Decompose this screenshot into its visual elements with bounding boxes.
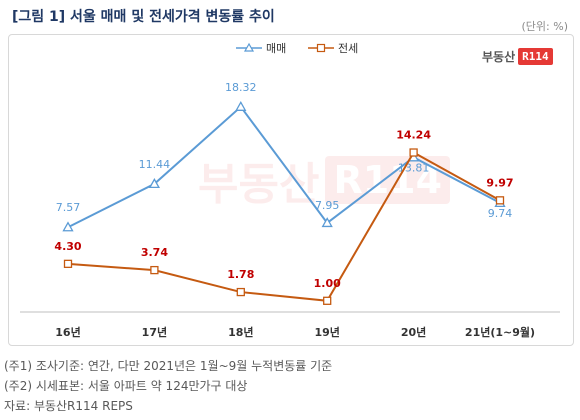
chart-title: [그림 1] 서울 매매 및 전세가격 변동률 추이 (12, 9, 275, 25)
data-label-sale: 7.95 (315, 199, 340, 212)
data-label-jeonse: 9.97 (486, 176, 513, 189)
footnote-2: (주2) 시세표본: 서울 아파트 약 124만가구 대상 (4, 379, 248, 393)
x-tick-label: 19년 (314, 325, 339, 339)
data-label-jeonse: 3.74 (141, 246, 168, 259)
x-tick-label: 17년 (142, 325, 167, 339)
data-point-jeonse (495, 196, 505, 205)
data-point-sale (321, 217, 333, 228)
data-label-jeonse: 14.24 (396, 129, 431, 142)
unit-label: (단위: %) (521, 20, 568, 33)
series-line-jeonse (67, 151, 501, 302)
brand-logo: 부동산 R114 (482, 48, 553, 65)
footnote-source: 자료: 부동산R114 REPS (4, 399, 133, 413)
series-line-sale (67, 105, 501, 229)
data-point-sale (62, 221, 74, 232)
data-label-sale: 7.57 (56, 201, 81, 214)
data-point-jeonse (236, 287, 245, 297)
legend-label: 매매 (266, 42, 286, 55)
data-point-jeonse (150, 265, 159, 275)
x-tick-label: 21년(1~9월) (465, 325, 535, 339)
footnote-1: (주1) 조사기준: 연간, 다만 2021년은 1월~9월 누적변동률 기준 (4, 359, 333, 373)
data-label-sale: 18.32 (225, 81, 257, 94)
footnotes: (주1) 조사기준: 연간, 다만 2021년은 1월~9월 누적변동률 기준 … (4, 356, 332, 416)
data-label-sale: 11.44 (139, 158, 171, 171)
data-label-jeonse: 4.30 (54, 240, 81, 253)
data-point-sale (148, 178, 161, 189)
logo-text: 부동산 (482, 50, 516, 64)
legend-marker-jeonse (316, 43, 326, 53)
x-tick-label: 20년 (401, 325, 426, 339)
data-label-jeonse: 1.78 (227, 268, 254, 281)
data-label-jeonse: 1.00 (314, 277, 341, 290)
data-label-sale: 9.74 (488, 207, 513, 220)
x-tick-label: 18년 (228, 325, 253, 339)
x-tick-label: 16년 (55, 325, 80, 339)
data-point-jeonse (409, 148, 418, 157)
data-point-jeonse (63, 259, 73, 268)
legend-label: 전세 (338, 42, 358, 55)
logo-badge: R114 (518, 48, 553, 65)
data-point-jeonse (323, 296, 332, 305)
legend-marker-sale (243, 42, 255, 52)
data-point-sale (235, 100, 247, 111)
